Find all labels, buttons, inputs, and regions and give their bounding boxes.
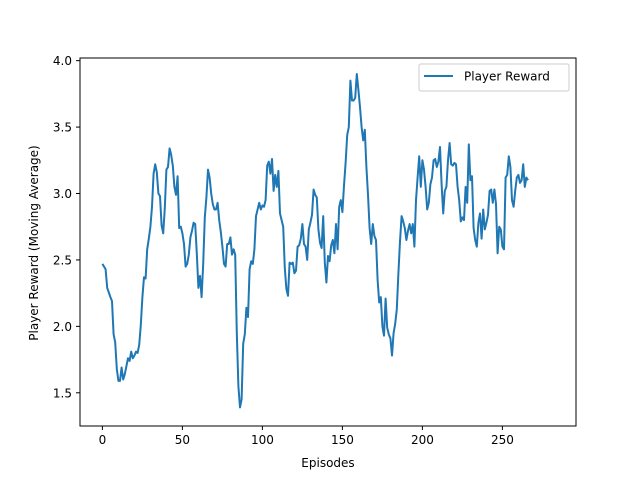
x-tick-label: 200: [411, 433, 434, 447]
x-tick-label: 150: [331, 433, 354, 447]
series-line-player-reward: [101, 72, 529, 409]
legend: Player Reward: [418, 63, 570, 92]
x-tick-label: 250: [491, 433, 514, 447]
y-tick-label: 3.0: [53, 187, 72, 201]
axes-frame: [79, 57, 577, 427]
y-tick-label: 2.0: [53, 320, 72, 334]
plot-area: [101, 72, 529, 409]
x-axis: 0 50 100 150 200 250: [99, 426, 514, 447]
y-tick-label: 1.5: [53, 386, 72, 400]
x-tick-label: 50: [175, 433, 190, 447]
y-tick-label: 4.0: [53, 54, 72, 68]
y-axis: 1.5 2.0 2.5 3.0 3.5 4.0: [53, 54, 80, 400]
legend-label-player-reward: Player Reward: [464, 70, 550, 84]
y-tick-label: 3.5: [53, 121, 72, 135]
y-tick-label: 2.5: [53, 253, 72, 267]
x-axis-label: Episodes: [301, 456, 354, 470]
y-axis-label: Player Reward (Moving Average): [27, 145, 41, 340]
x-tick-label: 100: [251, 433, 274, 447]
legend-box: [418, 63, 570, 92]
x-tick-label: 0: [99, 433, 107, 447]
